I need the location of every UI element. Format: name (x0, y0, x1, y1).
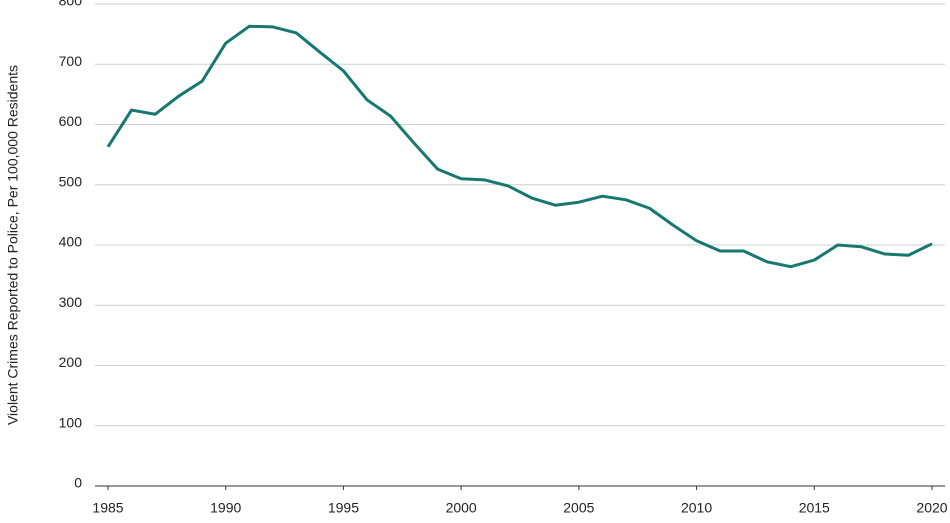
x-tick-label: 1995 (328, 500, 359, 516)
y-tick-label: 0 (74, 475, 82, 491)
y-tick-label: 800 (59, 0, 83, 9)
y-tick-label: 700 (59, 53, 83, 69)
y-tick-label: 200 (59, 354, 83, 370)
y-tick-label: 600 (59, 113, 83, 129)
line (106, 24, 933, 269)
y-tick-label: 500 (59, 173, 83, 189)
y-tick-label: 400 (59, 234, 83, 250)
x-tick-label: 1990 (210, 500, 241, 516)
y-tick-label: 100 (59, 414, 83, 430)
y-tick-label: 300 (59, 294, 83, 310)
x-tick-label: 2005 (563, 500, 594, 516)
y-axis-label: Violent Crimes Reported to Police, Per 1… (5, 65, 21, 425)
x-tick-label: 2010 (681, 500, 712, 516)
x-tick-label: 1985 (92, 500, 123, 516)
x-tick-label: 2015 (799, 500, 830, 516)
x-tick-label: 2000 (446, 500, 477, 516)
x-tick-label: 2020 (916, 500, 947, 516)
